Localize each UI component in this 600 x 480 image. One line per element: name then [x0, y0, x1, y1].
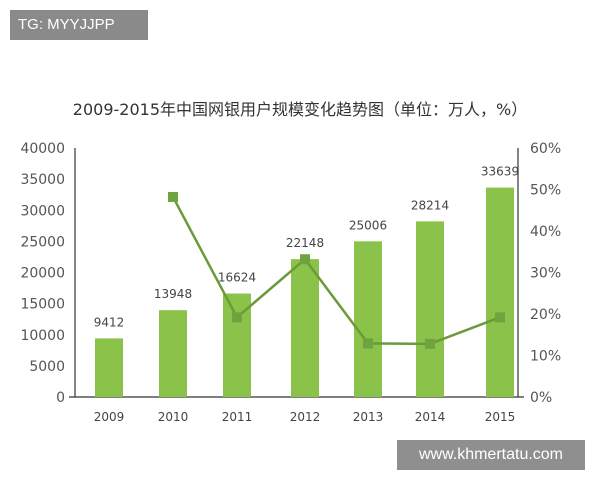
x-tick-label: 2013: [353, 410, 384, 424]
data-label: 22148: [286, 236, 324, 250]
growth-line: [171, 196, 501, 346]
y2-tick-label: 50%: [530, 183, 561, 199]
data-label: 33639: [481, 165, 519, 179]
y-tick-label: 15000: [20, 297, 65, 313]
data-label: 16624: [218, 271, 256, 285]
line-point: [495, 312, 505, 323]
x-tick-label: 2012: [290, 410, 321, 424]
line-point: [232, 312, 242, 323]
y2-tick-label: 0%: [530, 390, 552, 406]
line-point: [363, 338, 373, 349]
bar: [159, 310, 187, 397]
y-tick-label: 25000: [20, 234, 65, 250]
data-label: 9412: [94, 315, 125, 329]
y2-tick-label: 10%: [530, 349, 561, 365]
x-tick-label: 2011: [222, 410, 253, 424]
y-tick-label: 20000: [20, 266, 65, 282]
x-tick-label: 2014: [415, 410, 446, 424]
line-point: [168, 191, 178, 202]
chart-title: 2009-2015年中国网银用户规模变化趋势图（单位：万人，%）: [72, 100, 528, 119]
line-point: [425, 338, 435, 349]
x-tick-label: 2015: [485, 410, 516, 424]
watermark-top: TG: MYYJJPP: [10, 10, 148, 40]
y-tick-label: 35000: [20, 172, 65, 188]
bar: [354, 241, 382, 397]
y2-tick-label: 60%: [530, 141, 561, 157]
bar: [486, 187, 514, 397]
y2-tick-label: 30%: [530, 266, 561, 282]
y-tick-label: 5000: [29, 359, 65, 375]
y2-tick-label: 40%: [530, 224, 561, 240]
data-label: 25006: [349, 218, 387, 232]
x-tick-label: 2010: [158, 410, 189, 424]
data-label: 13948: [154, 287, 192, 301]
bar: [291, 259, 319, 397]
line-point: [300, 254, 310, 265]
data-label: 28214: [411, 198, 449, 212]
bar: [95, 338, 123, 397]
y-tick-label: 10000: [20, 328, 65, 344]
y-tick-label: 30000: [20, 203, 65, 219]
bar: [416, 221, 444, 397]
watermark-bottom: www.khmertatu.com: [397, 440, 585, 470]
y2-tick-label: 20%: [530, 307, 561, 323]
x-tick-label: 2009: [94, 410, 125, 424]
y-tick-label: 40000: [20, 141, 65, 157]
y-tick-label: 0: [56, 390, 65, 406]
